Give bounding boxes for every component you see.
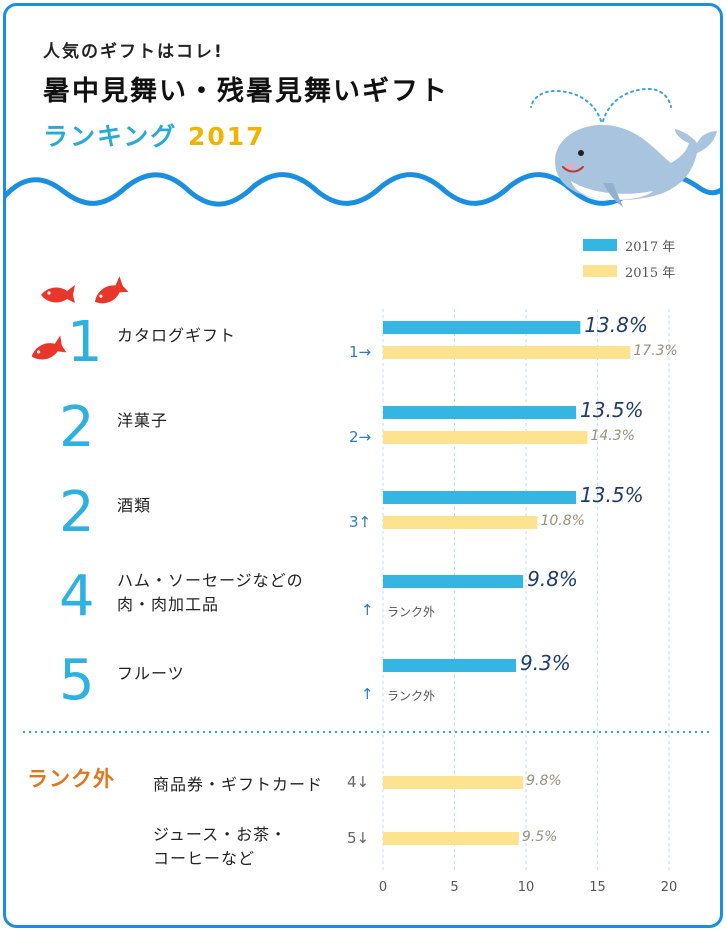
previous-rank: 2→ <box>349 428 372 446</box>
bar-2017 <box>383 491 577 504</box>
bar-2015 <box>383 431 588 444</box>
previous-rank-arrow: ↑ <box>361 685 374 703</box>
out-item-name: 商品券・ギフトカード <box>153 775 324 794</box>
value-label-2017: 9.3% <box>519 651 571 675</box>
value-label-2017: 13.5% <box>580 483 644 507</box>
out-of-rank-title: ランク外 <box>27 767 115 791</box>
item-name: 洋菓子 <box>117 411 169 430</box>
value-label-2015: 17.3% <box>633 343 678 359</box>
legend-swatch-2015 <box>583 265 617 277</box>
value-label-2015: 9.8% <box>526 773 562 789</box>
x-tick-label: 10 <box>517 880 535 895</box>
item-name: 肉・肉加工品 <box>117 595 220 614</box>
bar-2017 <box>383 321 581 334</box>
ranking-label: ランキング <box>43 122 178 151</box>
legend-swatch-2017 <box>583 239 617 251</box>
rank-number: 5 <box>59 648 95 713</box>
bar-2015 <box>383 832 519 845</box>
item-name: フルーツ <box>117 664 185 683</box>
infographic-frame: 人気のギフトはコレ! 暑中見舞い・残暑見舞いギフト ランキング 2017 0 5 1… <box>3 3 723 928</box>
previous-rank: 3↑ <box>349 513 372 531</box>
item-name: ハム・ソーセージなどの <box>117 571 304 590</box>
value-label-2017: 9.8% <box>527 567 578 591</box>
bar-2015 <box>383 516 538 529</box>
header-subtitle: 人気のギフトはコレ! <box>43 42 224 62</box>
bar-2017 <box>383 659 516 672</box>
frame-border <box>3 3 723 928</box>
legend-label-2017: 2017 年 <box>625 240 676 255</box>
item-name: 酒類 <box>117 496 152 515</box>
previous-rank-arrow: ↑ <box>361 601 374 619</box>
out-item-name: コーヒーなど <box>153 849 256 868</box>
x-tick-label: 20 <box>660 880 678 895</box>
rank-number: 2 <box>59 395 95 460</box>
background-graphics <box>3 3 723 928</box>
x-tick-label: 5 <box>450 880 459 895</box>
x-tick-label: 15 <box>589 880 606 895</box>
value-label-2017: 13.5% <box>580 398 644 422</box>
rank-number: 1 <box>67 310 103 375</box>
header-title: 暑中見舞い・残暑見舞いギフト <box>43 76 449 107</box>
bar-2017 <box>383 575 524 588</box>
ranking-year: 2017 <box>187 122 266 151</box>
bar-2015 <box>383 346 631 359</box>
previous-rank-note: ランク外 <box>387 605 436 619</box>
legend-label-2015: 2015 年 <box>625 266 676 281</box>
chart-plot <box>382 239 670 871</box>
previous-rank: 4↓ <box>347 773 370 791</box>
bar-2015 <box>383 776 524 789</box>
previous-rank: 1→ <box>349 343 372 361</box>
header-ranking: ランキング 2017 <box>43 117 266 153</box>
fish-icons <box>31 276 129 360</box>
rank-number: 4 <box>59 564 95 629</box>
value-label-2015: 10.8% <box>540 513 585 529</box>
rank-number: 2 <box>59 480 95 545</box>
previous-rank-note: ランク外 <box>387 689 436 703</box>
x-tick-label: 0 <box>378 880 388 895</box>
whale-illustration <box>530 87 717 207</box>
bar-2017 <box>383 406 577 419</box>
value-label-2015: 14.3% <box>590 428 635 444</box>
value-label-2015: 9.5% <box>521 829 558 845</box>
value-label-2017: 13.8% <box>584 313 648 337</box>
out-item-name: ジュース・お茶・ <box>153 825 288 844</box>
previous-rank: 5↓ <box>347 829 370 847</box>
item-name: カタログギフト <box>117 326 237 345</box>
